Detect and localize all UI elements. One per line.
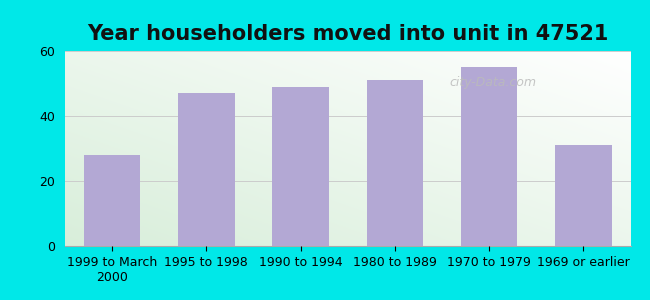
Title: Year householders moved into unit in 47521: Year householders moved into unit in 475… (87, 24, 608, 44)
Text: city-Data.com: city-Data.com (450, 76, 536, 89)
Bar (272, 87, 329, 246)
Bar (367, 80, 423, 246)
Bar (555, 145, 612, 246)
Bar (461, 67, 517, 246)
Bar (84, 155, 140, 246)
Bar (178, 93, 235, 246)
